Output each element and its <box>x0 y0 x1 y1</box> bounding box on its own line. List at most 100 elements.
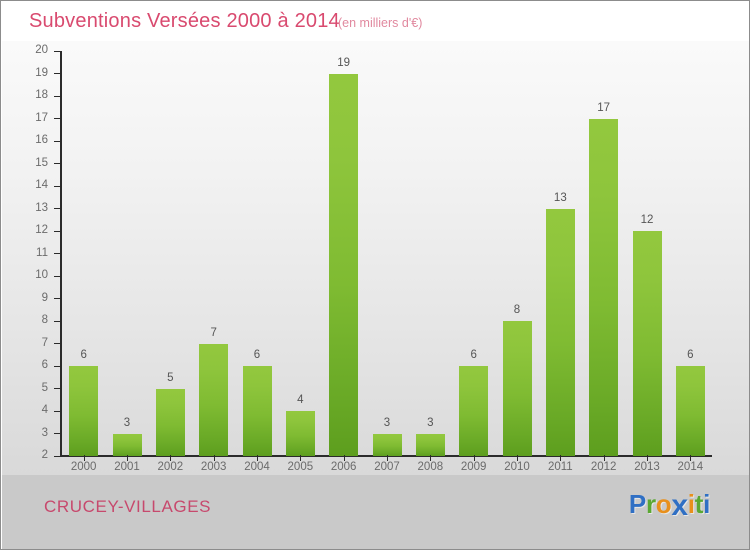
y-axis-tick <box>54 455 62 457</box>
x-axis-label: 2002 <box>157 461 184 473</box>
bar-value-label: 6 <box>80 349 87 361</box>
bar[interactable] <box>632 231 662 456</box>
logo-letter-i2: i <box>703 489 710 519</box>
x-axis-tick <box>127 455 128 461</box>
bar[interactable] <box>589 118 619 456</box>
bar-value-label: 3 <box>383 416 391 429</box>
y-axis-tick <box>54 433 62 434</box>
y-axis-label: 5 <box>41 381 48 394</box>
bar[interactable] <box>199 343 229 456</box>
bar[interactable] <box>502 321 532 456</box>
bar[interactable] <box>155 388 185 456</box>
bar[interactable] <box>372 433 402 456</box>
bar[interactable] <box>112 433 142 456</box>
logo-letter-i1: i <box>687 489 695 519</box>
bar-value-label: 17 <box>597 101 611 114</box>
y-axis-label: 9 <box>41 291 48 304</box>
y-axis-label: 13 <box>35 201 48 214</box>
y-axis-tick <box>54 365 62 367</box>
bar-value-label: 6 <box>253 349 261 361</box>
y-axis-label: 17 <box>35 111 48 124</box>
bar-value-label: 8 <box>513 304 521 316</box>
x-axis-tick <box>647 455 648 461</box>
x-axis-label: 2011 <box>547 461 573 473</box>
y-axis-tick <box>54 95 62 97</box>
y-axis-tick <box>54 275 62 277</box>
y-axis-tick <box>54 343 62 344</box>
y-axis-label: 20 <box>35 44 48 56</box>
x-axis-label: 2014 <box>677 461 704 473</box>
y-axis-tick <box>54 163 62 164</box>
y-axis-label: 12 <box>35 224 48 236</box>
logo-letter-p: P <box>628 489 646 519</box>
bar[interactable] <box>545 208 575 456</box>
bar[interactable] <box>415 433 445 456</box>
x-axis-label: 2001 <box>114 461 140 473</box>
y-axis-label: 18 <box>35 89 48 101</box>
x-axis-label: 2009 <box>460 461 487 473</box>
bar-value-label: 13 <box>553 191 567 204</box>
y-axis-label: 19 <box>35 66 48 79</box>
bar-value-label: 4 <box>297 394 304 406</box>
bar[interactable] <box>329 73 359 456</box>
bar-value-label: 5 <box>167 371 174 384</box>
y-axis-tick <box>54 185 62 187</box>
x-axis-tick <box>517 455 518 461</box>
bar[interactable] <box>285 411 315 456</box>
y-axis-label: 2 <box>41 449 48 461</box>
bar-value-label: 12 <box>640 214 654 226</box>
y-axis-tick <box>54 298 62 299</box>
bar-value-label: 6 <box>470 349 477 361</box>
logo-letter-t: t <box>694 489 704 519</box>
chart-subtitle: (en milliers d'€) <box>338 16 423 30</box>
y-axis-tick <box>54 118 62 119</box>
y-axis-tick <box>54 140 62 142</box>
x-axis-label: 2008 <box>417 461 444 473</box>
bar-value-label: 19 <box>337 56 351 69</box>
logo-letter-r: r <box>645 489 656 519</box>
x-axis-line <box>60 455 712 457</box>
page-title: Subventions Versées 2000 à 2014 <box>29 10 340 32</box>
proxiti-logo[interactable]: Proxiti <box>629 489 710 523</box>
x-axis-label: 2007 <box>374 461 400 473</box>
y-axis-tick <box>54 388 62 389</box>
y-axis-label: 6 <box>41 359 48 371</box>
bar[interactable] <box>69 366 99 456</box>
x-axis-label: 2005 <box>287 461 314 473</box>
y-axis-label: 16 <box>35 134 48 146</box>
x-axis-label: 2010 <box>504 461 530 473</box>
y-axis-tick <box>54 230 62 232</box>
bar-value-label: 7 <box>210 326 217 339</box>
y-axis-line <box>60 51 62 457</box>
chart-header: Subventions Versées 2000 à 2014 (en mill… <box>1 1 749 41</box>
y-axis-label: 14 <box>35 179 48 191</box>
bar-value-label: 6 <box>687 349 694 361</box>
y-axis-label: 11 <box>36 246 48 259</box>
chart-footer: CRUCEY-VILLAGES Proxiti <box>2 475 749 549</box>
plot-area: 2 3 4 5 6 7 8 9 10 11 12 13 14 15 16 17 18 19 20 6 3 5 7 6 4 19 3… <box>2 41 749 475</box>
logo-letter-o: o <box>655 489 672 519</box>
y-axis-tick <box>54 73 62 74</box>
x-axis-label: 2013 <box>634 461 660 473</box>
y-axis-label: 3 <box>41 426 48 439</box>
y-axis-tick <box>54 410 62 412</box>
bar[interactable] <box>675 366 705 456</box>
x-axis-tick <box>690 455 691 461</box>
y-axis-label: 8 <box>41 314 48 326</box>
x-axis-tick <box>604 455 605 461</box>
x-axis-tick <box>474 455 475 461</box>
y-axis-tick <box>54 50 62 52</box>
x-axis-tick <box>344 455 345 461</box>
y-axis-tick <box>54 320 62 322</box>
bar[interactable] <box>242 366 272 456</box>
y-axis-label: 7 <box>41 336 48 349</box>
bar[interactable] <box>459 366 489 456</box>
x-axis-tick <box>214 455 215 461</box>
x-axis-tick <box>170 455 171 461</box>
x-axis-label: 2006 <box>330 461 357 473</box>
x-axis-label: 2004 <box>244 461 270 473</box>
x-axis-tick <box>300 455 301 461</box>
x-axis-label: 2000 <box>70 461 97 473</box>
x-axis-tick <box>430 455 431 461</box>
